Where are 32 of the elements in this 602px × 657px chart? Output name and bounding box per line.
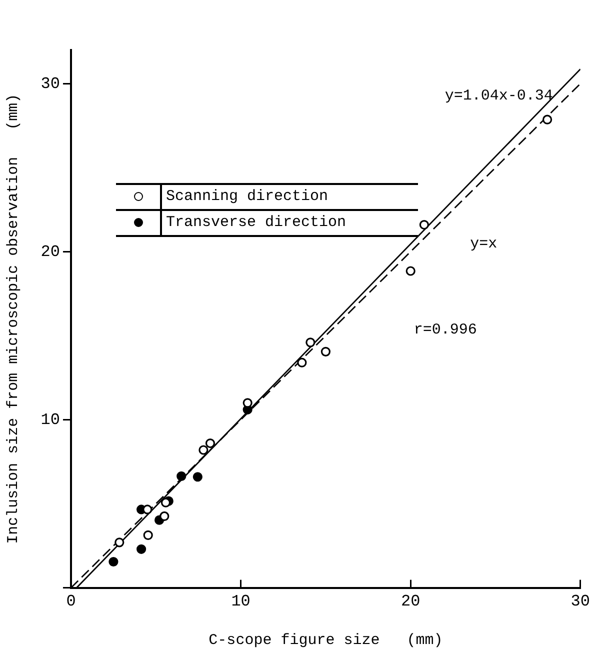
point: [176, 471, 186, 482]
x-tick-label: 0: [66, 592, 76, 611]
x-tick-label: 30: [570, 592, 590, 611]
annotation: r=0.996: [414, 322, 477, 339]
point: [143, 530, 153, 540]
point: [320, 346, 330, 356]
point: [114, 538, 124, 548]
y-tick-label: 10: [40, 410, 60, 429]
point: [542, 114, 552, 124]
point: [160, 511, 170, 522]
point: [205, 438, 216, 448]
annotation: y=1.04x-0.34: [444, 88, 553, 105]
point: [406, 266, 416, 276]
point: [142, 504, 152, 514]
y-tick-label: 30: [40, 74, 60, 93]
point: [160, 498, 171, 508]
point: [242, 398, 252, 408]
x-tick-label: 10: [231, 592, 250, 611]
point: [198, 445, 208, 455]
point: [108, 556, 118, 567]
point: [297, 358, 307, 368]
point: [136, 544, 146, 554]
point: [419, 220, 429, 230]
y-axis-title: Inclusion size from microscopic observation (mm): [4, 94, 22, 544]
legend-label: Scanning direction: [165, 188, 328, 204]
point: [306, 338, 316, 348]
legend-label: Transverse direction: [165, 214, 346, 230]
annotation: y=x: [470, 236, 498, 253]
x-axis-title: C-scope figure size (mm): [208, 632, 443, 649]
point: [192, 472, 202, 482]
y-tick-label: 20: [40, 242, 60, 261]
x-tick-label: 20: [400, 592, 420, 611]
